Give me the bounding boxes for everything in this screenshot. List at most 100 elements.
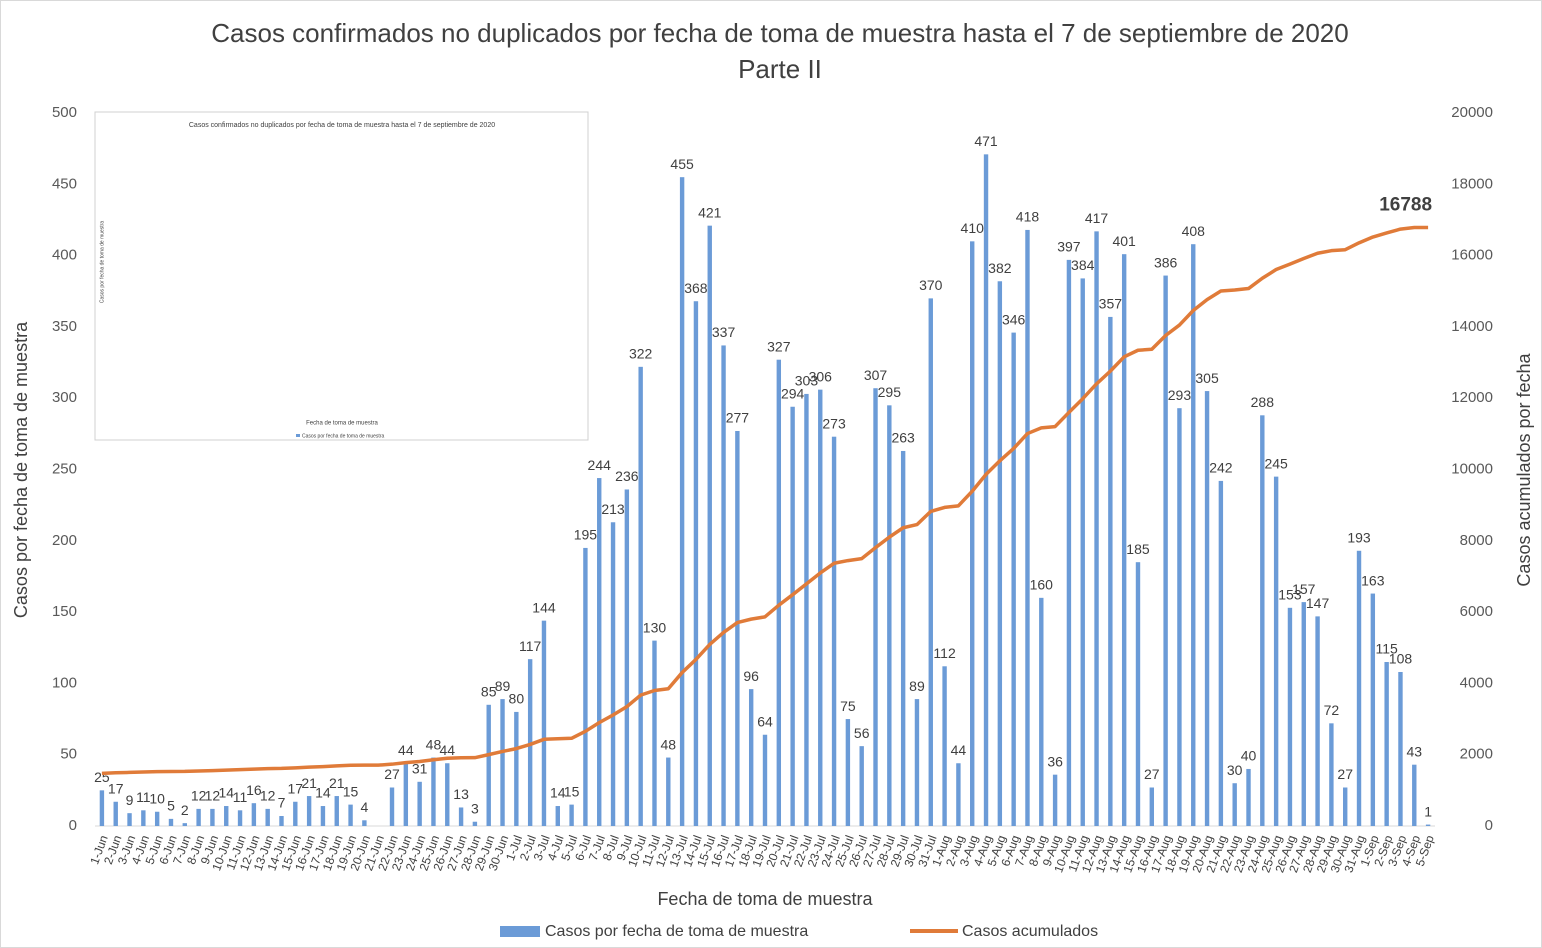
data-label: 305 [1195, 370, 1219, 386]
data-label: 384 [1071, 257, 1095, 273]
bar [624, 489, 630, 826]
data-label: 10 [149, 790, 165, 806]
bar [1094, 231, 1099, 826]
legend-swatch [500, 926, 540, 937]
bar [790, 406, 795, 826]
data-label: 346 [1002, 311, 1026, 327]
bar [1412, 764, 1417, 826]
data-label: 130 [643, 619, 667, 635]
bar [873, 388, 878, 826]
bar [1011, 332, 1016, 826]
bar [514, 711, 519, 826]
bar [1108, 316, 1113, 826]
y2-tick-label: 4000 [1460, 674, 1493, 691]
bar [141, 810, 146, 826]
data-label: 370 [919, 277, 943, 293]
data-label: 244 [588, 457, 612, 473]
y2-tick-label: 20000 [1451, 104, 1493, 121]
y-tick-label: 300 [52, 389, 77, 406]
bar [403, 763, 409, 826]
data-label: 397 [1057, 239, 1081, 255]
y-tick-label: 400 [52, 247, 77, 264]
data-label: 242 [1209, 460, 1233, 476]
data-label: 117 [519, 638, 542, 654]
data-label: 11 [136, 789, 151, 805]
bar [113, 801, 118, 826]
bar [306, 796, 312, 826]
line [101, 225, 1429, 776]
inset-title: Casos confirmados no duplicados por fech… [189, 122, 495, 129]
bar [458, 807, 464, 826]
bar [1260, 415, 1265, 826]
bar [1135, 562, 1141, 826]
bar [831, 436, 837, 826]
data-label: 163 [1361, 572, 1385, 588]
inset-legend-swatch [296, 434, 300, 437]
bar [196, 808, 201, 826]
data-label: 322 [629, 346, 653, 362]
data-label: 357 [1099, 296, 1123, 312]
data-label: 30 [1227, 762, 1243, 778]
x-axis-label: Fecha de toma de muestra [657, 889, 873, 909]
bar [182, 823, 187, 826]
bar [1273, 476, 1279, 826]
bar [389, 787, 395, 826]
bar [652, 640, 657, 826]
bar [265, 808, 270, 826]
bar [472, 821, 478, 826]
data-label: 368 [684, 280, 708, 296]
bar [168, 818, 174, 826]
bar [154, 811, 160, 826]
data-label: 14 [550, 785, 566, 801]
data-label: 72 [1324, 702, 1340, 718]
data-label: 27 [1144, 766, 1160, 782]
data-label: 195 [574, 527, 598, 543]
y2-tick-label: 0 [1485, 817, 1493, 834]
data-label: 16 [246, 782, 262, 798]
bar [818, 389, 823, 826]
bar [1315, 616, 1320, 826]
bar [776, 359, 782, 826]
data-label: 5 [167, 798, 175, 814]
data-label: 2 [181, 802, 189, 818]
bar [707, 225, 712, 827]
bar [334, 796, 339, 826]
data-label: 185 [1126, 541, 1150, 557]
chart-subtitle: Parte II [738, 54, 822, 84]
inset-y-label: Casos por fecha de toma de muestra [99, 221, 105, 303]
legend-label: Casos acumulados [962, 923, 1098, 940]
data-label: 144 [532, 599, 556, 615]
data-label: 294 [781, 385, 805, 401]
bar [1149, 787, 1155, 826]
bar [845, 719, 851, 826]
data-label: 14 [315, 785, 331, 801]
y2-tick-label: 10000 [1451, 460, 1493, 477]
bar [1052, 774, 1058, 826]
bar [445, 763, 450, 826]
y2-tick-label: 12000 [1451, 389, 1493, 406]
data-label: 337 [712, 324, 736, 340]
data-label: 27 [1337, 766, 1353, 782]
data-label: 36 [1047, 753, 1063, 769]
bar [997, 281, 1003, 826]
bar [569, 804, 574, 826]
y-axis-label: Casos por fecha de toma de muestra [11, 321, 31, 618]
data-label: 21 [301, 775, 317, 791]
bar [1191, 244, 1196, 826]
bar [500, 699, 505, 826]
end-label: 16788 [1379, 195, 1432, 216]
data-label: 410 [961, 220, 985, 236]
inset-legend: Casos por fecha de toma de muestra [302, 433, 384, 439]
bar [693, 301, 699, 826]
data-label: 89 [909, 678, 925, 694]
data-label: 89 [495, 678, 511, 694]
data-label: 27 [384, 766, 400, 782]
bar [362, 820, 367, 826]
bar [970, 241, 975, 827]
bar [1066, 259, 1072, 826]
data-label: 245 [1264, 455, 1288, 471]
bar [804, 393, 809, 826]
data-label: 44 [951, 742, 967, 758]
data-label: 153 [1278, 587, 1302, 603]
bar [251, 803, 257, 826]
